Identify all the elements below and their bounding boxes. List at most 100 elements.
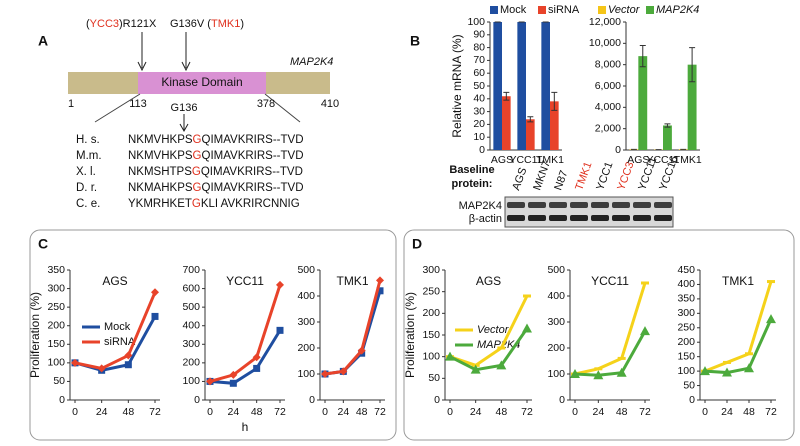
band [591,202,609,208]
x-tick-label: AGS [491,154,513,166]
y-tick-label: 300 [547,316,565,328]
x-tick-label: 24 [337,406,349,418]
x-tick-label: 24 [96,406,108,418]
seq-part: NKMSHTPS [128,166,192,178]
position-label: 113 [129,98,147,110]
lane-label: AGS [510,166,529,192]
legend-swatch [490,6,498,14]
y-tick-label: 300 [47,282,65,294]
y-tick-label: 250 [677,322,695,334]
y-tick-label: 20 [473,118,485,130]
position-label: 378 [257,98,275,110]
y-tick-label: 300 [297,316,315,328]
y-tick-label: 6,000 [595,80,621,92]
series-line [574,330,647,377]
band [654,202,672,208]
x-tick-label: 48 [495,406,507,418]
y-tick-label: 350 [47,264,65,276]
species: H. s. [76,134,100,146]
marker [321,370,329,378]
y-tick-label: 0 [434,394,440,406]
blot-title: Baseline [449,164,494,176]
mutation-label: G136V (TMK1) [170,18,244,30]
band [570,215,588,221]
band [612,215,630,221]
y-tick-label: 50 [683,379,695,391]
seq-part: NKMVHKPS [128,150,193,162]
y-tick-label: 300 [182,338,200,350]
marker [570,369,580,378]
x-tick-label: 24 [227,406,239,418]
x-tick-label: 48 [356,406,368,418]
y-tick-label: 200 [182,357,200,369]
y-tick-label: 250 [47,301,65,313]
panel-d-frame [403,229,795,441]
x-tick-label: 0 [322,406,328,418]
sequence: YKMRHKETGKLI AVKRIRCNNIG [128,198,300,210]
kinase-domain [138,72,266,94]
y-tick-label: 400 [297,290,315,302]
y-tick-label: 0 [479,144,485,156]
marker [522,323,532,333]
y-tick-label: 50 [428,372,440,384]
panel-label: A [38,33,48,49]
zoom-line [94,93,141,123]
legend-swatch [646,6,654,14]
x-tick-label: 72 [374,406,386,418]
seq-residue: G [193,182,202,194]
bar [526,119,535,150]
arrowhead [179,123,189,133]
y-tick-label: 200 [297,342,315,354]
y-tick-label: 200 [47,319,65,331]
x-tick-label: TMK1 [536,154,564,166]
bar [663,125,672,150]
seq-part: QIMAVKRIRS--TVD [202,182,304,194]
legend-label: siRNA [548,4,580,16]
panel-label: D [412,236,422,252]
y-tick-label: 0 [689,394,695,406]
blot-bands [507,202,672,221]
y-tick-label: 400 [547,290,565,302]
series-line [209,284,282,383]
lane-label: N87 [552,169,570,192]
seq-part: YKMRHKET [128,198,192,210]
y-tick-label: 10,000 [589,37,621,49]
series-line [449,327,529,372]
species: M.m. [76,150,102,162]
marker [617,356,626,360]
y-tick-label: 100 [677,365,695,377]
seq-part: KLI AVKRIRCNNIG [201,198,300,210]
y-tick-label: 80 [473,41,485,53]
y-tick-label: 600 [182,282,200,294]
x-tick-label: 0 [447,406,453,418]
y-tick-label: 150 [677,350,695,362]
x-tick-label: 24 [470,406,482,418]
x-tick-label: 72 [149,406,161,418]
x-tick-label: YCC11 [646,154,679,166]
band [507,215,525,221]
lane-label: TMK1 [573,160,594,192]
marker [276,280,284,289]
y-axis-label: Proliferation (%) [403,292,417,378]
zoom-line [264,93,301,123]
legend-label: Vector [608,4,641,16]
x-axis-label: h [242,420,249,434]
legend-swatch [598,6,606,14]
seq-part: QIMAVKRIRS--TVD [202,134,304,146]
position-label: 410 [321,98,339,110]
marker [124,361,132,369]
seq-part: NKMAHKPS [128,182,193,194]
legend-label: Vector [477,324,510,336]
legend-swatch [538,6,546,14]
legend-label: Mock [500,4,527,16]
error-bar [664,123,671,128]
y-tick-label: 10 [473,131,485,143]
lane-label: YCC1 [594,160,615,192]
band [633,215,651,221]
y-tick-label: 400 [677,278,695,290]
legend-label: Mock [104,321,131,333]
y-tick-label: 90 [473,29,485,41]
error-bar [639,44,646,68]
marker [497,346,506,350]
